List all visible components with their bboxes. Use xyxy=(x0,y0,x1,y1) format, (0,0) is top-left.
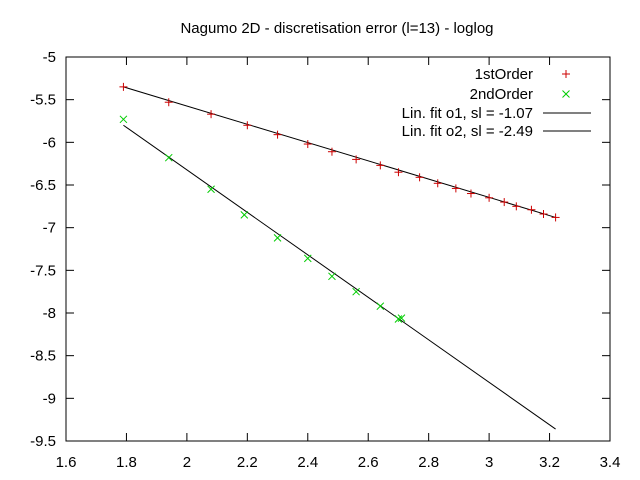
x-tick-label: 2.6 xyxy=(358,454,379,471)
y-tick-label: -5.5 xyxy=(30,92,56,109)
fit-line-3 xyxy=(123,124,556,430)
fit-line-2 xyxy=(123,86,556,218)
fit-lines xyxy=(123,86,556,430)
cross-b xyxy=(164,153,173,162)
point-1storder xyxy=(352,155,361,164)
y-tick-label: -6.5 xyxy=(30,177,56,194)
axis-ticks: 1.6 1.8 2 2.2 2.4 2.6 2.8 3 3.2 3.4 -5 -5.5 -6 -6.5 -7… xyxy=(30,49,620,471)
point-2ndorder xyxy=(303,254,312,263)
y-tick-label: -9.5 xyxy=(30,433,56,450)
x-tick-label: 1.8 xyxy=(116,454,137,471)
y-tick-label: -5 xyxy=(43,49,56,66)
y-tick-label: -8 xyxy=(43,305,56,322)
point-2ndorder xyxy=(328,272,336,281)
y-tick-label: -9 xyxy=(43,390,56,407)
point-2ndorder xyxy=(397,314,406,322)
point-1storder xyxy=(273,130,282,139)
point-1storder xyxy=(551,213,560,222)
point-1storder xyxy=(207,110,216,119)
x-tick-label: 3 xyxy=(485,454,493,471)
point-1storder xyxy=(376,161,385,170)
legend-label: 2ndOrder xyxy=(470,86,533,103)
point-1storder xyxy=(512,202,521,211)
legend-label: 1stOrder xyxy=(475,66,533,83)
x-tick-label: 2.2 xyxy=(237,454,258,471)
point-1storder xyxy=(243,121,252,130)
cross-b xyxy=(303,254,312,263)
cross-b xyxy=(562,90,570,98)
cross-b xyxy=(273,234,282,242)
point-2ndorder xyxy=(119,115,128,124)
cross-b xyxy=(240,211,249,219)
point-2ndorder xyxy=(164,153,173,162)
legend-marker-plus xyxy=(562,70,570,78)
y-tick-label: -7 xyxy=(43,220,56,237)
point-1storder xyxy=(164,98,173,107)
legend-marker-cross xyxy=(562,90,570,98)
cross-b xyxy=(119,115,128,124)
x-tick-label: 2.4 xyxy=(297,454,318,471)
point-1storder xyxy=(485,193,494,202)
point-1storder xyxy=(303,140,312,149)
point-1storder xyxy=(539,210,548,219)
legend: 1stOrder 2ndOrder Lin. fit o1, sl = -1.07L… xyxy=(402,66,591,140)
x-tick-label: 1.6 xyxy=(56,454,77,471)
cross-b xyxy=(207,185,215,194)
point-1storder xyxy=(119,82,128,91)
point-2ndorder xyxy=(240,211,249,219)
point-1storder xyxy=(451,184,460,193)
point-2ndorder xyxy=(376,302,385,311)
cross-b xyxy=(376,302,385,311)
y-tick-label: -7.5 xyxy=(30,262,56,279)
cross-b xyxy=(328,272,336,281)
point-1storder xyxy=(394,168,403,177)
cross-b xyxy=(394,315,403,323)
point-2ndorder xyxy=(352,287,360,296)
point-2ndorder xyxy=(273,234,282,242)
point-1storder xyxy=(527,205,536,214)
plot-frame xyxy=(65,56,611,442)
chart-title: Nagumo 2D - discretisation error (l=13) … xyxy=(180,20,493,37)
x-tick-label: 2 xyxy=(183,454,191,471)
y-tick-label: -8.5 xyxy=(30,348,56,365)
legend-label: Lin. fit o1, sl = -1.07 xyxy=(402,105,533,122)
cross-b xyxy=(397,314,406,322)
point-1storder xyxy=(433,179,442,188)
x-tick-label: 3.2 xyxy=(539,454,560,471)
point-1storder xyxy=(327,147,336,156)
legend-label: Lin. fit o2, sl = -2.49 xyxy=(402,123,533,140)
x-tick-label: 2.8 xyxy=(418,454,439,471)
point-1storder xyxy=(500,198,509,207)
point-1storder xyxy=(415,173,424,182)
x-tick-label: 3.4 xyxy=(600,454,621,471)
point-2ndorder xyxy=(394,315,403,323)
point-2ndorder xyxy=(207,185,215,194)
point-1storder xyxy=(466,189,475,198)
cross-b xyxy=(352,287,360,296)
y-tick-label: -6 xyxy=(43,134,56,151)
data-points xyxy=(119,82,560,323)
